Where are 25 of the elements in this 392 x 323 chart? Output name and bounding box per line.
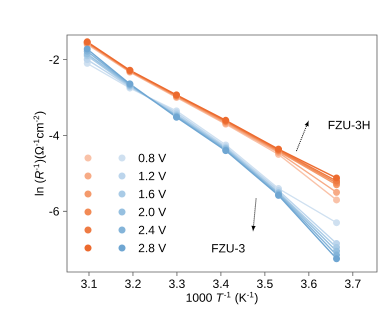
point [333, 174, 340, 182]
annotation: FZU-3H [328, 120, 370, 130]
y-tick-label: -2 [49, 55, 59, 64]
legend-label: 2.8 V [138, 244, 166, 252]
x-tick-label: 3.1 [81, 280, 97, 288]
legend-label: 1.6 V [139, 190, 166, 198]
x-tick-label: 3.5 [256, 280, 273, 288]
y-axis-title: ln (R$^{-1}$)(Ω$^{-1}$cm$^{-2}$) [34, 112, 46, 196]
legend-label: 1.2 V [139, 172, 166, 180]
x-tick-label: 3.3 [169, 280, 185, 288]
legend-label: 0.8 V [138, 154, 166, 162]
point [333, 188, 340, 196]
x-tick-label: 3.6 [300, 280, 317, 288]
annotation: FZU-3 [212, 244, 245, 253]
y-tick-label: -4 [49, 131, 60, 140]
legend-label: 2.4 V [138, 226, 166, 234]
x-tick-label: 3.7 [344, 280, 361, 288]
legend-label: 2.0 V [138, 208, 166, 216]
x-axis-title: 1000 T$^{-1}$ (K$^{-1}$) [186, 292, 258, 304]
x-tick-label: 3.2 [125, 280, 141, 288]
point [333, 219, 340, 226]
point [333, 255, 340, 262]
x-tick-label: 3.4 [213, 280, 229, 288]
y-tick-label: -6 [49, 207, 59, 216]
point [333, 196, 340, 204]
